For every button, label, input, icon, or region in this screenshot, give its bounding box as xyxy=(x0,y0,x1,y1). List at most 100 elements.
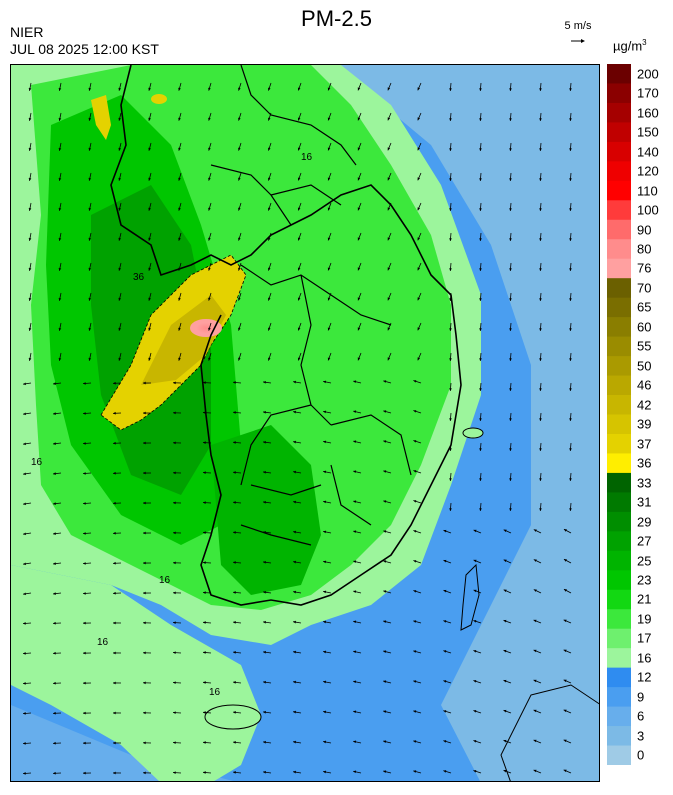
color-scale-label: 36 xyxy=(637,455,652,471)
wind-arrowhead-icon xyxy=(143,771,146,775)
wind-arrowhead-icon xyxy=(208,327,211,331)
wind-arrowhead-icon xyxy=(238,237,241,241)
wind-arrowhead-icon xyxy=(413,470,417,473)
wind-arrowhead-icon xyxy=(23,622,26,625)
wind-arrowhead-icon xyxy=(293,650,296,654)
wind-arrowhead-icon xyxy=(203,471,206,475)
wind-arrowhead-icon xyxy=(203,771,206,774)
wind-arrowhead-icon xyxy=(203,741,206,744)
wind-arrowhead-icon xyxy=(113,771,116,775)
wind-arrowhead-icon xyxy=(323,710,327,714)
wind-arrowhead-icon xyxy=(479,298,482,301)
wind-arrowhead-icon xyxy=(83,412,86,415)
wind-arrowhead-icon xyxy=(569,418,572,421)
wind-arrowhead-icon xyxy=(383,530,387,533)
unit-text: µg/m xyxy=(613,38,643,54)
wind-arrowhead-icon xyxy=(387,177,391,181)
wind-arrowhead-icon xyxy=(297,147,301,151)
wind-arrowhead-icon xyxy=(323,470,327,474)
wind-arrowhead-icon xyxy=(23,472,26,476)
wind-arrowhead-icon xyxy=(353,410,357,414)
wind-arrowhead-icon xyxy=(178,87,181,91)
wind-arrowhead-icon xyxy=(323,560,327,564)
wind-arrowhead-icon xyxy=(88,147,92,151)
wind-arrowhead-icon xyxy=(178,237,181,241)
wind-arrowhead-icon xyxy=(479,118,482,121)
wind-arrowhead-icon xyxy=(28,327,32,331)
wind-arrowhead-icon xyxy=(58,177,62,181)
wind-arrowhead-icon xyxy=(473,589,477,593)
wind-arrowhead-icon xyxy=(449,238,452,241)
color-scale-label: 160 xyxy=(637,105,659,121)
wind-arrowhead-icon xyxy=(233,531,236,534)
color-scale-swatch xyxy=(607,102,631,123)
wind-arrowhead-icon xyxy=(533,619,537,623)
wind-arrowhead-icon xyxy=(357,297,361,301)
page-title: PM-2.5 xyxy=(301,6,372,31)
wind-arrowhead-icon xyxy=(173,531,176,535)
wind-arrowhead-icon xyxy=(203,711,206,714)
color-scale-swatch xyxy=(607,511,631,532)
wind-arrowhead-icon xyxy=(449,358,452,361)
wind-arrowhead-icon xyxy=(417,327,421,331)
wind-arrowhead-icon xyxy=(293,590,296,594)
east-sea-low-area xyxy=(331,65,599,781)
wind-arrowhead-icon xyxy=(479,178,482,181)
wind-arrowhead-icon xyxy=(417,117,421,121)
wind-arrowhead-icon xyxy=(23,742,26,745)
jeju-island xyxy=(204,704,262,730)
wind-arrowhead-icon xyxy=(143,681,146,685)
color-scale-label: 60 xyxy=(637,319,652,335)
color-scale-swatch xyxy=(607,180,631,201)
wind-arrowhead-icon xyxy=(413,440,417,443)
wind-arrowhead-icon xyxy=(297,237,301,241)
wind-arrowhead-icon xyxy=(327,297,331,301)
color-scale-label: 42 xyxy=(637,397,652,413)
wind-arrowhead-icon xyxy=(203,591,206,595)
wind-arrowhead-icon xyxy=(267,327,271,331)
wind-arrowhead-icon xyxy=(143,651,146,655)
wind-arrowhead-icon xyxy=(443,559,447,563)
color-scale-swatch xyxy=(607,356,631,377)
wind-arrowhead-icon xyxy=(503,559,507,563)
wind-arrowhead-icon xyxy=(28,357,32,361)
wind-arrowhead-icon xyxy=(357,237,361,241)
wind-arrowhead-icon xyxy=(238,207,241,211)
plume-core xyxy=(141,295,226,385)
wind-arrowhead-icon xyxy=(357,357,361,361)
wind-arrowhead-icon xyxy=(569,508,572,511)
wind-arrowhead-icon xyxy=(178,327,181,331)
wind-arrowhead-icon xyxy=(203,381,206,385)
color-scale-label: 50 xyxy=(637,358,652,374)
wind-arrowhead-icon xyxy=(539,238,542,241)
wind-arrowhead-icon xyxy=(539,148,542,151)
wind-arrowhead-icon xyxy=(113,591,116,595)
wind-arrowhead-icon xyxy=(23,412,26,416)
wind-arrowhead-icon xyxy=(113,381,116,385)
southwest-sea-low-area xyxy=(11,705,234,781)
wind-arrowhead-icon xyxy=(323,500,327,504)
wind-arrowhead-icon xyxy=(383,650,387,654)
wind-arrowhead-icon xyxy=(443,589,447,593)
unit-label: µg/m3 xyxy=(613,38,647,53)
wind-arrowhead-icon xyxy=(293,770,296,774)
wind-arrowhead-icon xyxy=(118,177,122,181)
wind-arrowhead-icon xyxy=(443,770,447,773)
wind-arrowhead-icon xyxy=(88,177,92,181)
color-scale-label: 200 xyxy=(637,66,659,82)
wind-arrowhead-icon xyxy=(383,710,387,714)
wind-arrowhead-icon xyxy=(417,207,421,211)
wind-arrowhead-icon xyxy=(88,327,92,331)
wind-arrowhead-icon xyxy=(503,679,507,683)
wind-arrowhead-icon xyxy=(563,649,567,653)
wind-arrowhead-icon xyxy=(53,502,56,505)
wind-arrowhead-icon xyxy=(509,358,512,361)
wind-arrowhead-icon xyxy=(297,87,301,91)
wind-arrowhead-icon xyxy=(417,147,421,151)
wind-arrowhead-icon xyxy=(263,680,266,684)
wind-arrowhead-icon xyxy=(203,531,206,535)
contour-label-16-southwest: 16 xyxy=(97,637,109,648)
color-scale-swatch xyxy=(607,83,631,104)
wind-arrowhead-icon xyxy=(509,148,512,151)
wind-arrowhead-icon xyxy=(293,740,296,744)
